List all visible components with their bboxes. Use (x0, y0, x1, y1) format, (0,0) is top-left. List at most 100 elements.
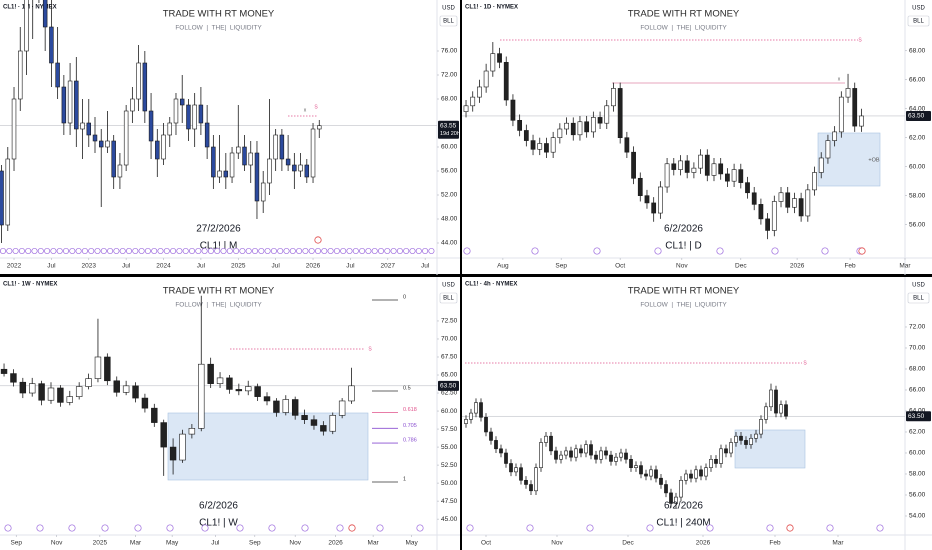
y-tick-label: 66.00 (909, 387, 926, 394)
candle-body (169, 446, 177, 461)
candle-body (534, 467, 538, 492)
annotation: S (368, 346, 372, 352)
candle-body (691, 167, 697, 173)
y-tick-label: 57.50 (441, 426, 458, 433)
x-tick-label: Oct (481, 540, 491, 547)
candle-body (785, 192, 791, 208)
candle-body (161, 134, 166, 160)
y-tick-label: 56.00 (909, 221, 926, 228)
candle-body (619, 452, 623, 458)
candle-body (709, 458, 713, 468)
event-icon (428, 247, 435, 255)
candle-body (42, 0, 48, 28)
candle-body (818, 157, 824, 173)
candle-body (198, 104, 204, 124)
event-icon (384, 247, 391, 255)
candle-body (98, 140, 104, 148)
event-icon (821, 247, 829, 255)
candle-body (754, 433, 758, 439)
y-tick-label: 62.00 (909, 429, 926, 436)
candle-body (634, 465, 638, 468)
candle-body (470, 96, 476, 107)
candle-body (678, 160, 683, 170)
candle-body (260, 182, 266, 202)
event-icon (327, 247, 334, 255)
x-tick-label: 2026 (696, 540, 711, 547)
x-tick-label: Jul (421, 263, 430, 270)
event-icon (377, 247, 385, 255)
event-icon (586, 524, 594, 532)
candle-body (584, 444, 588, 454)
candle-body (160, 422, 167, 448)
candle-body (564, 122, 569, 130)
event-icon (716, 247, 724, 255)
candle-body (67, 80, 73, 124)
event-icon (195, 247, 202, 255)
candle-body (845, 88, 851, 98)
candle-body (75, 386, 83, 397)
candle-body (684, 473, 688, 481)
event-icon (258, 247, 265, 255)
event-icon (134, 524, 142, 532)
unit: BLL (443, 19, 454, 25)
event-icon (466, 524, 474, 532)
candle-body (758, 204, 764, 220)
candle-body (529, 484, 533, 492)
candle-body (524, 479, 528, 485)
event-icon (188, 247, 196, 255)
candle-body (784, 404, 788, 417)
candle-body (92, 134, 98, 142)
candle-body (479, 402, 483, 418)
event-icon (6, 247, 13, 255)
x-tick-label: Sep (10, 540, 22, 547)
candle-body (537, 143, 543, 150)
candle-body (617, 88, 623, 138)
candle-body (704, 467, 708, 477)
candle-body (739, 435, 743, 441)
y-tick-label: 65.00 (441, 372, 458, 379)
event-icon (416, 524, 424, 532)
event-icon (826, 524, 834, 532)
x-tick-label: 2022 (7, 263, 22, 270)
candle-body (832, 131, 838, 141)
candle-body (179, 98, 185, 106)
x-tick-label: Nov (51, 540, 63, 547)
candle-body (774, 389, 778, 414)
event-icon (170, 247, 177, 255)
chart-subtitle: FOLLOW | THE| LIQUIDITY (640, 302, 727, 309)
candle-body (142, 62, 148, 112)
symbol-label: CL1! | W (199, 518, 238, 529)
candle-body (510, 99, 516, 121)
x-tick-label: Mar (368, 540, 380, 547)
candle-body (167, 122, 172, 136)
candle-body (597, 117, 603, 124)
candle-body (55, 62, 60, 88)
unit-button (439, 292, 458, 304)
unit: BLL (913, 19, 924, 25)
candle-body (771, 201, 777, 231)
y-tick-label: 72.00 (909, 324, 926, 331)
candle-body (29, 383, 36, 394)
event-icon (138, 247, 145, 255)
candle-body (245, 386, 252, 392)
candle-body (704, 154, 710, 176)
candle-body (644, 195, 650, 204)
candle-body (267, 158, 272, 184)
candle-body (263, 396, 271, 402)
candle-body (123, 110, 129, 166)
candle-body (18, 50, 23, 100)
plot-area (462, 39, 905, 240)
event-icon (226, 247, 233, 255)
symbol-header: CL1! · 1W · NYMEX (3, 282, 57, 288)
event-icon (50, 247, 57, 255)
candle-body (724, 448, 728, 454)
event-icon (706, 524, 714, 532)
chart-subtitle: FOLLOW | THE| LIQUIDITY (640, 25, 727, 32)
event-icon (94, 247, 101, 255)
y-tick-label: 62.50 (441, 390, 458, 397)
y-tick-label: 70.00 (909, 345, 926, 352)
candle-body (66, 396, 73, 403)
earnings-icon (786, 524, 794, 532)
candle-body (11, 98, 17, 160)
